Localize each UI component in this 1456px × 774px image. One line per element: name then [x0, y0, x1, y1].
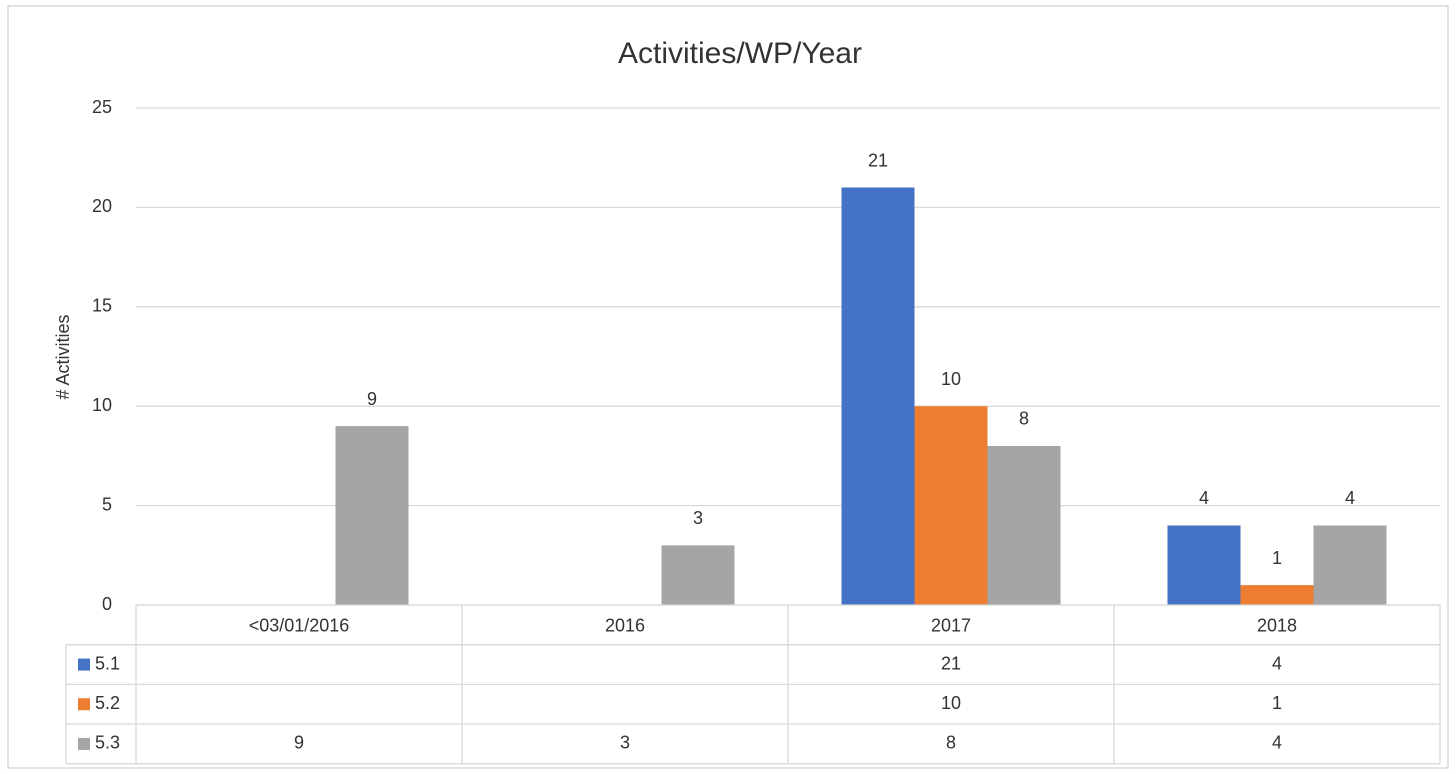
x-tick-label: <03/01/2016: [249, 616, 350, 636]
legend-key: [78, 698, 90, 711]
x-tick-label: 2017: [931, 616, 971, 636]
y-tick-label: 0: [102, 594, 112, 614]
bar: [914, 406, 988, 605]
bar: [335, 426, 409, 605]
x-tick-label: 2016: [605, 616, 645, 636]
legend-label: 5.3: [95, 733, 120, 753]
data-label: 3: [693, 508, 703, 528]
data-label: 1: [1272, 548, 1282, 568]
chart-frame: [7, 5, 1449, 769]
data-label: 8: [1019, 409, 1029, 429]
table-cell: 8: [946, 733, 956, 753]
y-axis-label: # Activities: [53, 314, 73, 399]
table-cell: 4: [1272, 653, 1282, 673]
y-tick-label: 10: [92, 395, 112, 415]
x-tick-label: 2018: [1257, 616, 1297, 636]
legend-label: 5.1: [95, 653, 120, 673]
chart-title: Activities/WP/Year: [618, 37, 862, 70]
legend-key: [78, 658, 90, 671]
legend-key: [78, 737, 90, 750]
data-label: 21: [868, 150, 888, 170]
data-label: 9: [367, 389, 377, 409]
y-tick-label: 15: [92, 296, 112, 316]
table-cell: 3: [620, 733, 630, 753]
bar: [841, 187, 915, 605]
y-tick-label: 25: [92, 97, 112, 117]
bar: [987, 445, 1061, 605]
data-label: 4: [1345, 488, 1355, 508]
data-label: 10: [941, 369, 961, 389]
y-tick-label: 5: [102, 494, 112, 514]
bar: [1240, 585, 1314, 605]
bar: [661, 545, 735, 605]
table-cell: 21: [941, 653, 961, 673]
bar: [1313, 525, 1387, 605]
y-tick-label: 20: [92, 196, 112, 216]
table-cell: 1: [1272, 693, 1282, 713]
table-cell: 9: [294, 733, 304, 753]
data-label: 4: [1199, 488, 1209, 508]
bar: [1167, 525, 1241, 605]
legend-label: 5.2: [95, 693, 120, 713]
table-cell: 10: [941, 693, 961, 713]
table-cell: 4: [1272, 733, 1282, 753]
